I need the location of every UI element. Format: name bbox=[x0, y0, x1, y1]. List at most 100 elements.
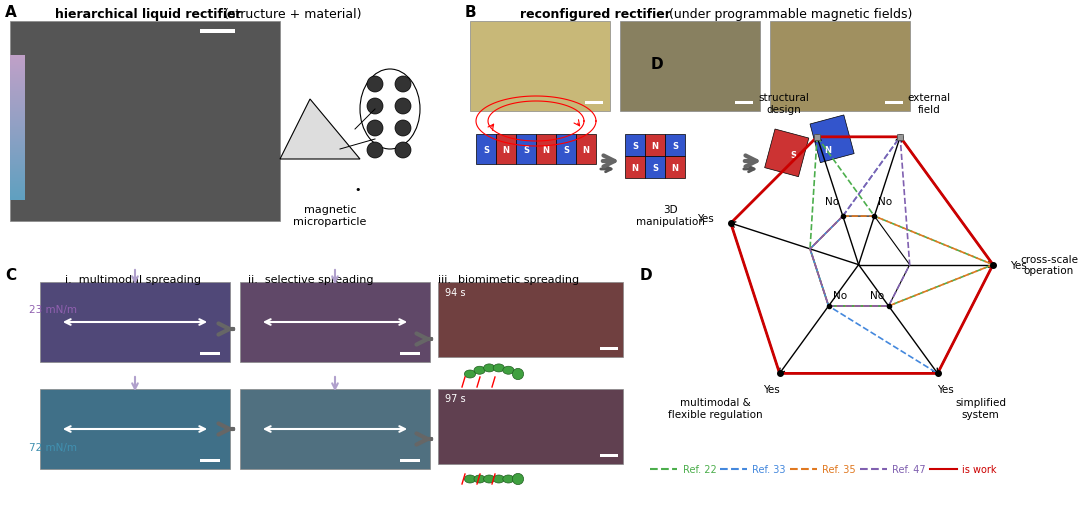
Text: S: S bbox=[789, 150, 796, 159]
Circle shape bbox=[367, 77, 383, 93]
Text: (structure + material): (structure + material) bbox=[220, 8, 362, 21]
Text: 94 s: 94 s bbox=[445, 287, 465, 297]
Bar bbox=[40, 389, 230, 469]
Bar bbox=[620, 22, 760, 112]
Bar bbox=[625, 157, 645, 179]
Text: D: D bbox=[650, 57, 663, 72]
Bar bbox=[770, 22, 910, 112]
Bar bbox=[470, 22, 610, 112]
Text: Yes: Yes bbox=[698, 213, 714, 223]
Bar bbox=[536, 135, 556, 165]
Text: external
field: external field bbox=[907, 93, 950, 115]
Text: Yes: Yes bbox=[937, 384, 954, 394]
Ellipse shape bbox=[484, 475, 495, 483]
Text: S: S bbox=[652, 163, 658, 172]
Text: S: S bbox=[523, 145, 529, 154]
Bar bbox=[645, 135, 665, 157]
Text: 72 mN/m: 72 mN/m bbox=[29, 442, 77, 452]
Bar bbox=[765, 130, 809, 177]
Text: structural
design: structural design bbox=[759, 93, 810, 115]
Bar bbox=[476, 135, 496, 165]
Bar bbox=[200, 30, 235, 34]
Bar bbox=[625, 135, 645, 157]
Text: A: A bbox=[5, 5, 17, 20]
Ellipse shape bbox=[503, 475, 514, 483]
Text: N: N bbox=[542, 145, 550, 154]
Bar bbox=[810, 116, 854, 163]
Ellipse shape bbox=[474, 475, 485, 483]
Bar bbox=[240, 389, 430, 469]
Text: D: D bbox=[640, 268, 652, 282]
Bar bbox=[885, 102, 903, 105]
Circle shape bbox=[395, 77, 411, 93]
Bar bbox=[516, 135, 536, 165]
Text: ii.  selective spreading: ii. selective spreading bbox=[248, 274, 374, 284]
Bar bbox=[400, 352, 420, 356]
Circle shape bbox=[367, 121, 383, 137]
Bar bbox=[556, 135, 576, 165]
Text: S: S bbox=[672, 141, 678, 150]
Polygon shape bbox=[280, 100, 360, 160]
Text: cross-scale
operation: cross-scale operation bbox=[1020, 255, 1078, 276]
Text: Yes: Yes bbox=[764, 384, 780, 394]
Text: •: • bbox=[355, 185, 365, 194]
Ellipse shape bbox=[464, 370, 475, 378]
Bar bbox=[438, 389, 623, 464]
Ellipse shape bbox=[474, 367, 485, 375]
Circle shape bbox=[512, 369, 524, 380]
Text: No: No bbox=[869, 290, 883, 300]
Text: 97 s: 97 s bbox=[445, 393, 465, 403]
Text: reconfigured rectifier: reconfigured rectifier bbox=[519, 8, 671, 21]
Text: N: N bbox=[502, 145, 510, 154]
Text: is work: is work bbox=[962, 464, 997, 474]
Text: i.  multimodal spreading: i. multimodal spreading bbox=[65, 274, 201, 284]
Circle shape bbox=[367, 99, 383, 115]
Text: hierarchical liquid rectifier: hierarchical liquid rectifier bbox=[55, 8, 242, 21]
Text: iii.  biomimetic spreading: iii. biomimetic spreading bbox=[438, 274, 579, 284]
Text: Ref. 33: Ref. 33 bbox=[753, 464, 786, 474]
Bar bbox=[400, 459, 420, 462]
Text: No: No bbox=[834, 290, 848, 300]
Bar bbox=[576, 135, 596, 165]
Bar bbox=[200, 459, 220, 462]
Ellipse shape bbox=[503, 367, 514, 375]
Text: N: N bbox=[651, 141, 659, 150]
Text: C: C bbox=[5, 268, 16, 282]
Text: No: No bbox=[825, 196, 839, 207]
Circle shape bbox=[395, 99, 411, 115]
Text: N: N bbox=[582, 145, 590, 154]
Text: 23 mN/m: 23 mN/m bbox=[29, 305, 77, 315]
Ellipse shape bbox=[494, 475, 504, 483]
Bar bbox=[585, 102, 603, 105]
Circle shape bbox=[512, 474, 524, 485]
Bar bbox=[496, 135, 516, 165]
Text: N: N bbox=[672, 163, 678, 172]
Text: B: B bbox=[465, 5, 476, 20]
Text: N: N bbox=[824, 145, 832, 154]
Text: 3D
manipulation: 3D manipulation bbox=[636, 205, 705, 226]
Bar bbox=[240, 282, 430, 362]
Bar bbox=[10, 22, 280, 222]
Circle shape bbox=[367, 143, 383, 159]
Ellipse shape bbox=[464, 475, 475, 483]
Circle shape bbox=[395, 121, 411, 137]
Bar bbox=[600, 454, 618, 457]
Text: Ref. 35: Ref. 35 bbox=[822, 464, 856, 474]
Ellipse shape bbox=[360, 70, 420, 149]
Ellipse shape bbox=[494, 364, 504, 372]
Bar bbox=[665, 157, 685, 179]
Bar bbox=[438, 282, 623, 358]
Text: S: S bbox=[483, 145, 489, 154]
Text: No: No bbox=[878, 196, 892, 207]
Text: magnetic
microparticle: magnetic microparticle bbox=[294, 205, 367, 226]
Text: multimodal &
flexible regulation: multimodal & flexible regulation bbox=[667, 397, 762, 419]
Ellipse shape bbox=[484, 364, 495, 372]
Text: N: N bbox=[632, 163, 638, 172]
Bar bbox=[665, 135, 685, 157]
Bar bbox=[735, 102, 753, 105]
Text: simplified
system: simplified system bbox=[955, 397, 1005, 419]
Text: (under programmable magnetic fields): (under programmable magnetic fields) bbox=[665, 8, 913, 21]
Bar bbox=[200, 352, 220, 356]
Bar bbox=[40, 282, 230, 362]
Text: Ref. 47: Ref. 47 bbox=[892, 464, 926, 474]
